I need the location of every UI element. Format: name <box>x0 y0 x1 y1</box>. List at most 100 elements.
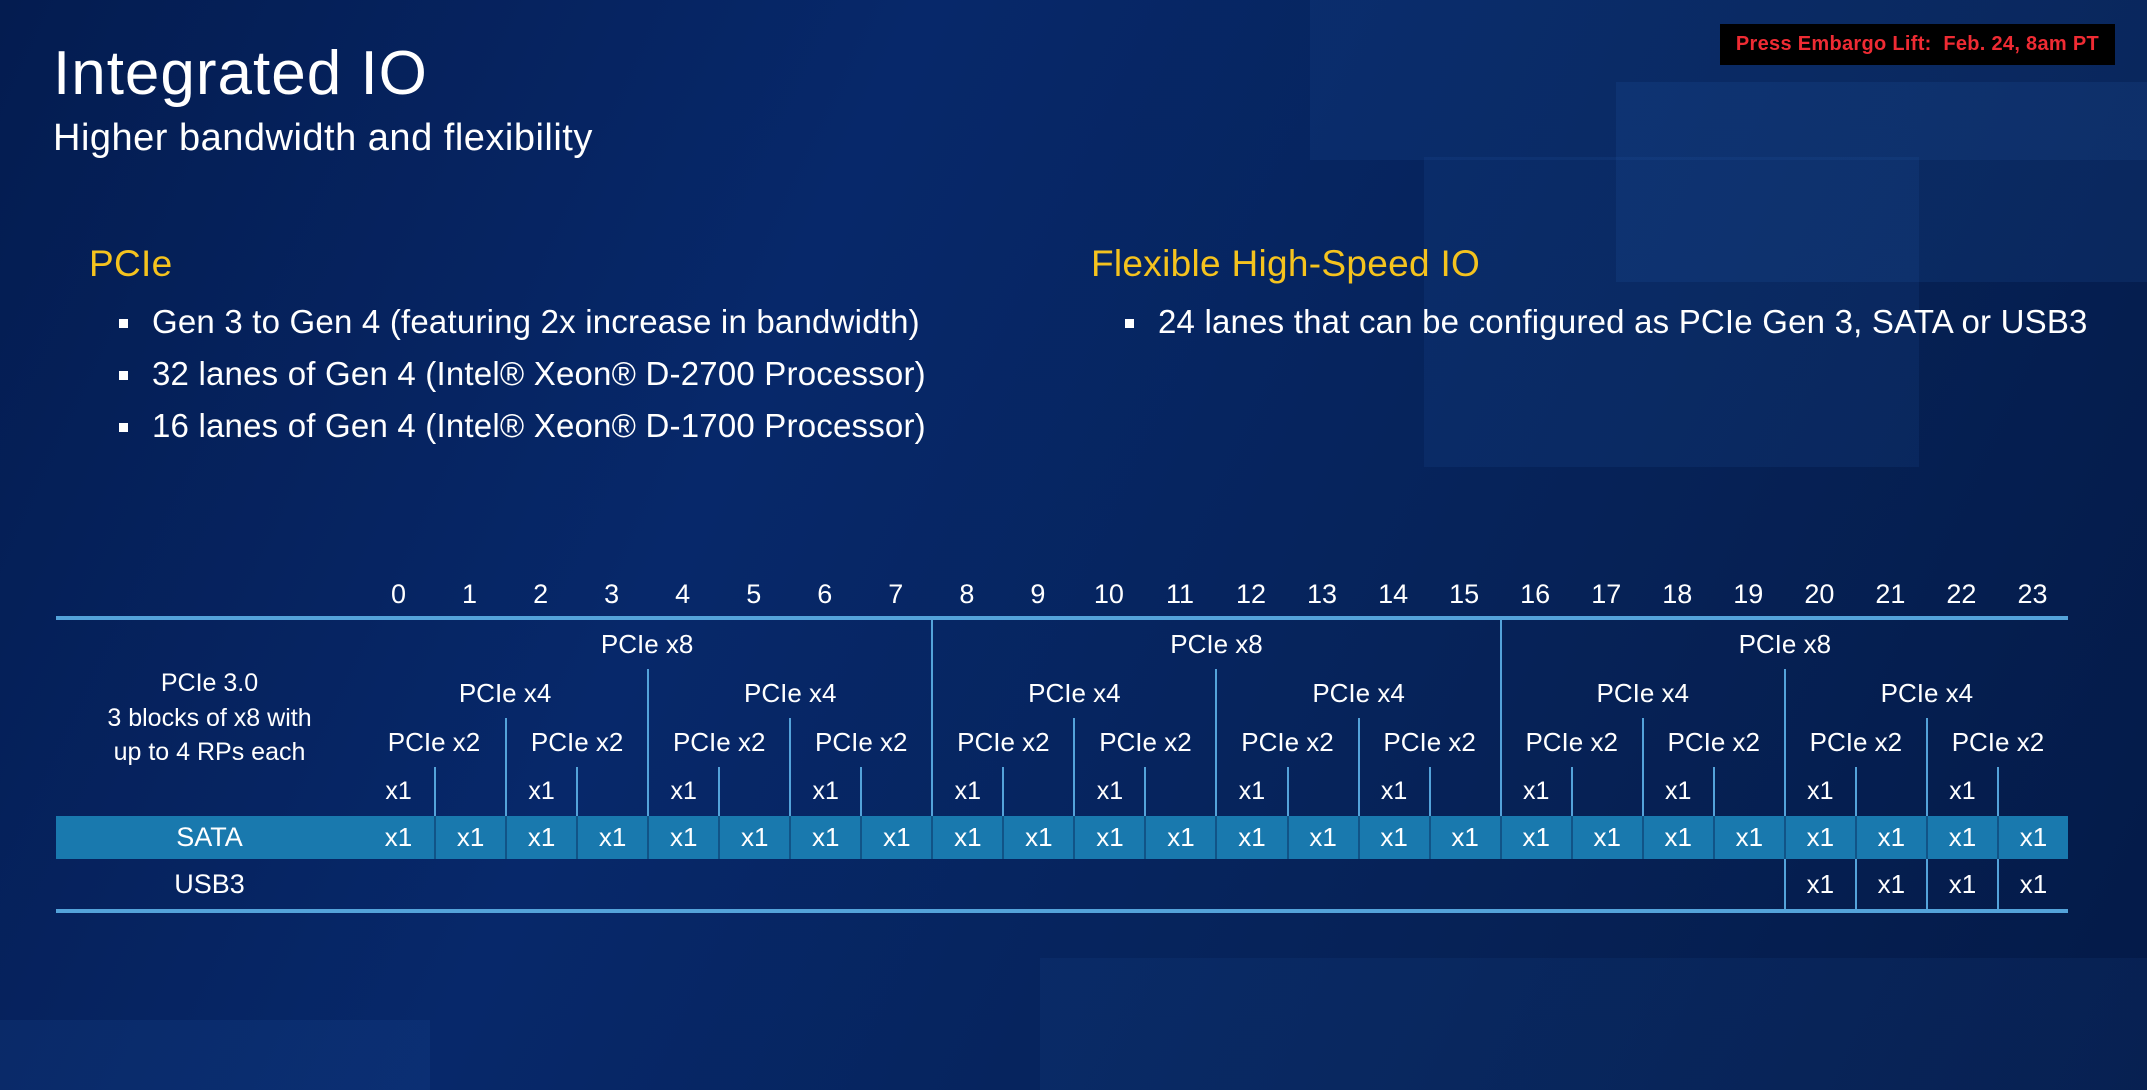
usb3-lane-cell <box>576 859 647 909</box>
lane-number: 20 <box>1804 579 1835 609</box>
sata-lane-cell: x1 <box>1712 816 1784 859</box>
usb3-row-label: USB3 <box>174 868 245 899</box>
lane-number: 0 <box>391 579 407 609</box>
pcie-x1-cell: x1 <box>789 767 860 816</box>
sata-lane-cell: x1 <box>505 816 576 859</box>
pcie-x4-cell: PCIe x4 <box>1783 669 2068 718</box>
bullet-item: Gen 3 to Gen 4 (featuring 2x increase in… <box>119 303 926 341</box>
sata-lane-cell: x1 <box>931 816 1002 859</box>
bullet-text: 16 lanes of Gen 4 (Intel® Xeon® D-1700 P… <box>152 407 926 444</box>
bullet-square-icon <box>119 319 128 328</box>
pcie-bullet-list: Gen 3 to Gen 4 (featuring 2x increase in… <box>89 303 926 445</box>
sata-row-label: SATA <box>176 822 243 852</box>
pcie-x4-cell: PCIe x4 <box>647 669 931 718</box>
usb3-lane-cell <box>1642 859 1713 909</box>
lane-number: 15 <box>1449 579 1480 609</box>
bullet-square-icon <box>119 371 128 380</box>
pcie-x2-cell: PCIe x2 <box>789 718 931 767</box>
sata-lane-cell: x1 <box>647 816 718 859</box>
usb3-lane-cell <box>860 859 931 909</box>
pcie-x2-cell: PCIe x2 <box>1783 718 1926 767</box>
usb3-lane-cell <box>1713 859 1784 909</box>
pcie-x4-row: PCIe x4 PCIe x4 PCIe x4 PCIe x4 PCIe x4 PCIe … <box>56 669 2068 718</box>
pcie-section: PCIe Gen 3 to Gen 4 (featuring 2x increa… <box>89 243 926 459</box>
lane-number: 21 <box>1875 579 1906 609</box>
usb3-lane-cell <box>647 859 718 909</box>
sata-lane-cell: x1 <box>1428 816 1500 859</box>
sata-lane-cell: x1 <box>1357 816 1429 859</box>
pcie-x4-cell: PCIe x4 <box>1215 669 1499 718</box>
pcie-x2-cell: PCIe x2 <box>1925 718 2068 767</box>
pcie-x8-row: PCIe x8 PCIe x8 PCIe x8 <box>56 620 2068 669</box>
sata-lane-cell: x1 <box>789 816 860 859</box>
pcie-x1-cell: x1 <box>1073 767 1144 816</box>
pcie-x1-cell: x1 <box>505 767 576 816</box>
sata-lane-cell: x1 <box>1641 816 1713 859</box>
lane-number: 9 <box>1030 579 1046 609</box>
lane-number: 7 <box>888 579 904 609</box>
pcie-x1-row: x1 x1 x1 x1 x1 x1 x1 x1 x1 x1 x1 x1 <box>56 767 2068 816</box>
usb3-lane-cell <box>363 859 434 909</box>
usb3-lane-cell <box>1571 859 1642 909</box>
pcie-x4-cell: PCIe x4 <box>931 669 1215 718</box>
pcie-x1-cell <box>1712 767 1784 816</box>
row-label-spacer <box>56 570 363 616</box>
usb3-lane-cell: x1 <box>1854 859 1926 909</box>
usb3-lane-cell <box>1002 859 1073 909</box>
pcie-x1-cell: x1 <box>647 767 718 816</box>
bullet-text: 32 lanes of Gen 4 (Intel® Xeon® D-2700 P… <box>152 355 926 392</box>
usb3-lane-cell <box>1358 859 1429 909</box>
sata-lane-cell: x1 <box>434 816 505 859</box>
pcie-x2-row: PCIe x2 PCIe x2 PCIe x2 PCIe x2 PCIe x2 PCIe … <box>56 718 2068 767</box>
usb3-lane-cell <box>1073 859 1144 909</box>
pcie-x2-cell: PCIe x2 <box>505 718 647 767</box>
lane-number: 10 <box>1093 579 1124 609</box>
pcie-x8-cell: PCIe x8 <box>600 629 694 659</box>
block-label-line: PCIe 3.0 <box>160 669 259 698</box>
embargo-banner: Press Embargo Lift: Feb. 24, 8am PT <box>1719 24 2115 65</box>
pcie-x8-cell: PCIe x8 <box>931 620 1499 669</box>
lane-number: 17 <box>1591 579 1622 609</box>
usb3-lane-cell <box>1429 859 1500 909</box>
pcie-x1-cell: x1 <box>1499 767 1571 816</box>
header: Integrated IO Higher bandwidth and flexi… <box>53 39 593 160</box>
pcie-x4-cell: PCIe x4 <box>458 678 552 708</box>
bullet-item: 32 lanes of Gen 4 (Intel® Xeon® D-2700 P… <box>119 355 926 393</box>
page-title: Integrated IO <box>53 39 428 108</box>
pcie-x2-cell: PCIe x2 <box>387 727 481 757</box>
block-label-line: up to 4 RPs each <box>113 738 306 767</box>
sata-lane-cell: x1 <box>1996 816 2068 859</box>
lane-number: 12 <box>1235 579 1267 609</box>
pcie-x1-cell: x1 <box>1783 767 1855 816</box>
page-subtitle: Higher bandwidth and flexibility <box>53 117 593 160</box>
lane-numbers-row: 0 1 2 3 4 5 6 7 8 9 10 11 12 13 14 15 16 17 18 19 20 21 22 23 <box>56 570 2068 616</box>
usb3-lane-cell: x1 <box>1925 859 1997 909</box>
pcie-x2-cell: PCIe x2 <box>1073 718 1215 767</box>
bullet-text: Gen 3 to Gen 4 (featuring 2x increase in… <box>152 303 920 340</box>
usb3-lane-cell <box>1500 859 1571 909</box>
pcie-x1-cell: x1 <box>1925 767 1997 816</box>
bullet-item: 24 lanes that can be configured as PCIe … <box>1125 303 2088 341</box>
usb3-lane-cell <box>789 859 860 909</box>
pcie-x1-cell: x1 <box>385 777 412 805</box>
pcie-x1-cell: x1 <box>1641 767 1713 816</box>
sata-lane-cell: x1 <box>1783 816 1855 859</box>
lane-number: 6 <box>817 579 833 609</box>
block-label-line: 3 blocks of x8 with <box>107 703 312 732</box>
pcie-heading: PCIe <box>89 243 173 284</box>
pcie-x2-cell: PCIe x2 <box>1641 718 1784 767</box>
pcie-x2-cell: PCIe x2 <box>1357 718 1500 767</box>
table-bottom-rule <box>56 909 2068 913</box>
lane-number: 5 <box>746 579 762 609</box>
lane-number: 18 <box>1662 579 1693 609</box>
sata-lane-cell: x1 <box>1925 816 1997 859</box>
sata-lane-cell: x1 <box>576 816 647 859</box>
sata-lane-cell: x1 <box>1144 816 1215 859</box>
sata-lane-cell: x1 <box>1073 816 1144 859</box>
sata-lane-cell: x1 <box>1570 816 1642 859</box>
lane-number: 16 <box>1520 579 1551 609</box>
sata-lane-cell: x1 <box>1286 816 1358 859</box>
pcie-x2-cell: PCIe x2 <box>1215 718 1357 767</box>
lane-number: 11 <box>1165 579 1194 609</box>
